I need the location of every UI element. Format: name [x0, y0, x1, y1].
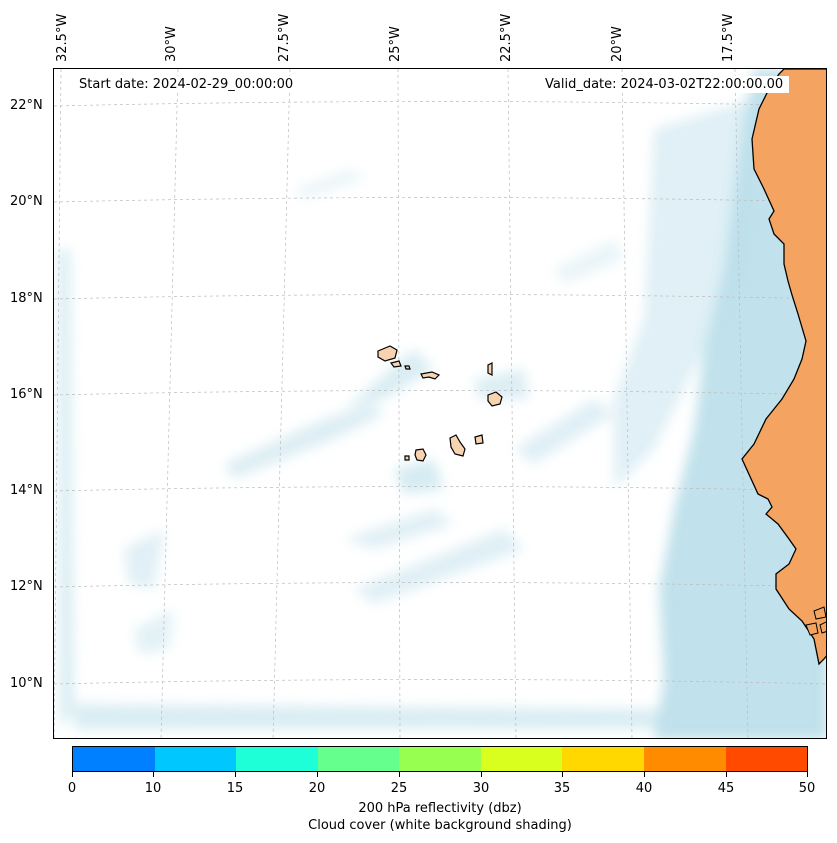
island-sal	[487, 362, 493, 376]
lat-label: 12°N	[10, 579, 43, 594]
colorbar-tick	[726, 772, 727, 777]
colorbar-tick-label: 25	[390, 781, 408, 796]
colorbar-title: 200 hPa reflectivity (dbz)	[358, 801, 522, 816]
cloud-cover-layer	[58, 69, 826, 738]
colorbar-tick-label: 15	[226, 781, 244, 796]
lon-label: 17.5°W	[721, 13, 736, 62]
lon-label: 20°W	[610, 26, 625, 62]
lon-label: 32.5°W	[55, 13, 70, 62]
lat-label: 14°N	[10, 483, 43, 498]
lon-label: 30°W	[164, 26, 179, 62]
cloud-west-strip	[58, 249, 74, 729]
colorbar-tick	[481, 772, 482, 777]
island-maio	[474, 434, 484, 445]
island-santa-luzia	[404, 365, 411, 370]
colorbar-segment	[480, 747, 563, 771]
island-sao-vicente	[389, 360, 402, 368]
colorbar-tick	[72, 772, 73, 777]
lon-label: 25°W	[388, 26, 403, 62]
start-date-label: Start date: 2024-02-29_00:00:00	[73, 76, 300, 93]
map-canvas	[54, 69, 826, 738]
lat-label: 18°N	[10, 291, 43, 306]
colorbar-tick	[562, 772, 563, 777]
island-fogo	[414, 448, 427, 462]
colorbar-tick	[644, 772, 645, 777]
lon-label: 27.5°W	[277, 13, 292, 62]
colorbar-segment	[725, 747, 808, 771]
lat-label: 22°N	[10, 98, 43, 113]
colorbar-subtitle: Cloud cover (white background shading)	[308, 818, 572, 833]
colorbar-tick-label: 20	[308, 781, 326, 796]
island-santo-antao	[377, 345, 398, 362]
africa-mainland	[741, 69, 826, 666]
colorbar-tick-label: 30	[472, 781, 490, 796]
colorbar-tick	[399, 772, 400, 777]
colorbar-segment	[73, 747, 155, 771]
lon-label: 22.5°W	[499, 13, 514, 62]
valid-date-label: Valid_date: 2024-03-02T22:00:00.00	[539, 76, 790, 93]
map-panel	[53, 68, 827, 739]
cape-verde-islands	[377, 345, 503, 462]
colorbar-segment	[236, 747, 318, 771]
colorbar-tick	[317, 772, 318, 777]
colorbar-tick-label: 0	[67, 781, 77, 796]
bissagos-islands	[805, 606, 826, 636]
colorbar-segment	[643, 747, 726, 771]
colorbar-tick-label: 35	[553, 781, 571, 796]
colorbar-tick	[235, 772, 236, 777]
island-sao-nicolau	[420, 371, 441, 380]
lat-label: 20°N	[10, 194, 43, 209]
graticule	[54, 69, 826, 738]
colorbar-tick-label: 40	[635, 781, 653, 796]
island-brava	[404, 455, 410, 461]
island-santiago	[449, 434, 466, 457]
lat-label: 16°N	[10, 387, 43, 402]
colorbar-tick-label: 50	[798, 781, 816, 796]
colorbar-segment	[399, 747, 481, 771]
colorbar-segment	[562, 747, 644, 771]
colorbar-tick	[153, 772, 154, 777]
lat-label: 10°N	[10, 676, 43, 691]
colorbar-segment	[154, 747, 237, 771]
colorbar-tick	[807, 772, 808, 777]
colorbar	[72, 746, 808, 772]
island-boa-vista	[487, 391, 503, 407]
colorbar-tick-label: 10	[144, 781, 162, 796]
colorbar-segment	[317, 747, 400, 771]
colorbar-tick-label: 45	[717, 781, 735, 796]
cloud-south-strip	[74, 704, 664, 729]
